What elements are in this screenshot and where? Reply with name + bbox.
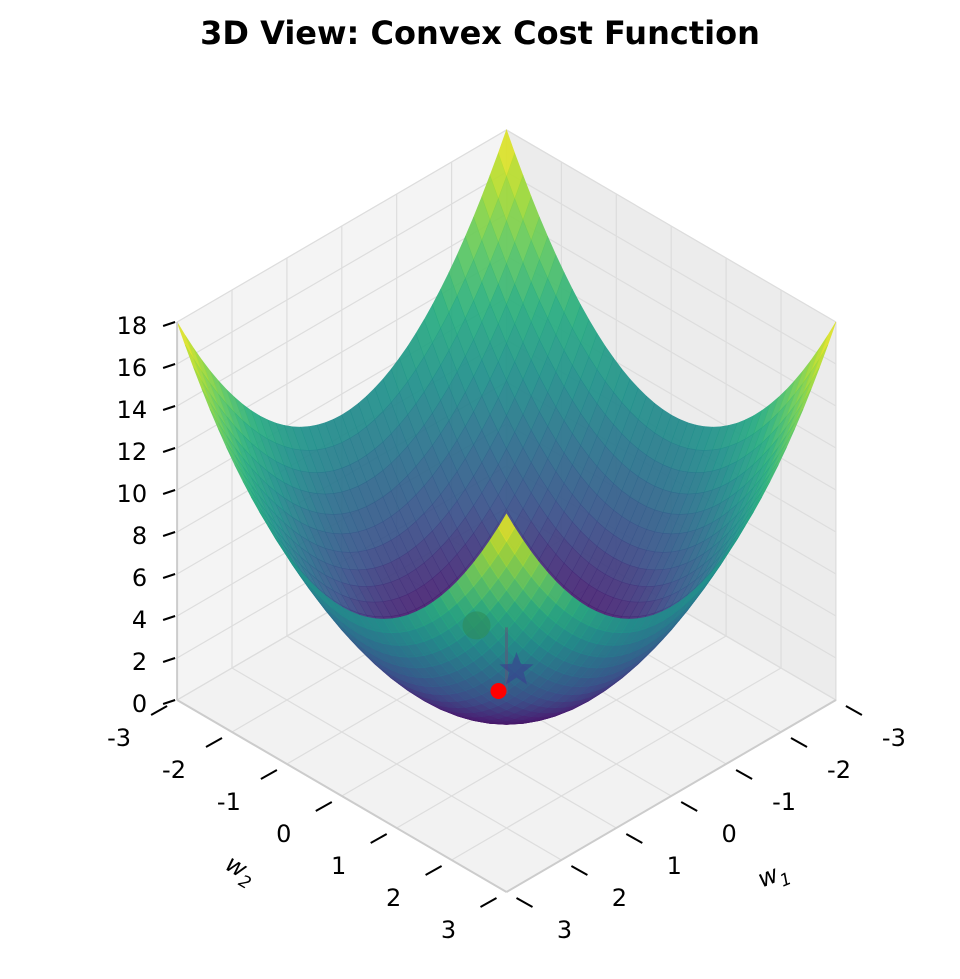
tick-w2 [315, 801, 333, 812]
tick-w1 [790, 737, 808, 748]
tick-w1 [625, 833, 643, 844]
tick-label-z: 12 [117, 438, 148, 466]
tick-label-z: 18 [117, 312, 148, 340]
start-point-marker [462, 611, 491, 640]
tick-z [162, 573, 176, 579]
cost-surface [176, 129, 837, 725]
tick-label-w1: 0 [722, 820, 737, 848]
tick-label-w2: -2 [162, 756, 186, 784]
tick-w1 [845, 705, 863, 716]
tick-label-w2: 3 [441, 916, 456, 944]
tick-w2 [370, 833, 388, 844]
tick-label-w1: -1 [772, 788, 796, 816]
spine-w2 [176, 699, 508, 893]
tick-label-z: 16 [117, 354, 148, 382]
tick-label-w1: -2 [827, 756, 851, 784]
tick-w2 [480, 897, 497, 908]
axis-label-w2: w2 [218, 849, 261, 894]
tick-label-z: 6 [132, 564, 147, 592]
tick-label-z: 2 [132, 648, 147, 676]
tick-label-w2: 0 [276, 820, 291, 848]
tick-z [162, 405, 176, 411]
tick-label-w2: -3 [107, 724, 131, 752]
tick-label-w2: -1 [217, 788, 241, 816]
tick-label-z: 10 [117, 480, 148, 508]
tick-z [162, 531, 176, 537]
tick-label-w1: 1 [667, 852, 682, 880]
tick-z [162, 699, 176, 705]
tick-label-w2: 2 [386, 884, 401, 912]
tick-z [162, 615, 176, 621]
tick-w2 [425, 865, 443, 876]
grid-floor-w2 [451, 667, 782, 861]
tick-z [162, 657, 176, 663]
tick-z [162, 321, 176, 327]
tick-label-w1: 2 [612, 884, 627, 912]
tick-label-z: 4 [132, 606, 147, 634]
chart-title: 3D View: Convex Cost Function [200, 14, 760, 52]
tick-z [162, 447, 176, 453]
surface-cell [497, 513, 516, 542]
tick-w1 [735, 769, 753, 780]
grid-floor-w2 [396, 635, 727, 829]
tick-z [162, 363, 176, 369]
tick-label-w2: 1 [331, 852, 346, 880]
minimum-point-marker [490, 683, 507, 699]
tick-w1 [680, 801, 698, 812]
tick-label-z: 14 [117, 396, 148, 424]
tick-label-w1: -3 [882, 724, 906, 752]
tick-w2 [205, 737, 223, 748]
optimum-star-marker [499, 652, 534, 685]
tick-w1 [516, 897, 533, 908]
tick-z [162, 489, 176, 495]
tick-label-z: 0 [132, 690, 147, 718]
tick-w2 [260, 769, 278, 780]
tick-w1 [570, 865, 588, 876]
tick-w2 [150, 705, 168, 716]
axis-label-w1: w1 [754, 856, 795, 899]
tick-label-z: 8 [132, 522, 147, 550]
tick-label-w1: 3 [557, 916, 572, 944]
gradient-path [462, 611, 534, 699]
spine-w1 [505, 699, 837, 893]
